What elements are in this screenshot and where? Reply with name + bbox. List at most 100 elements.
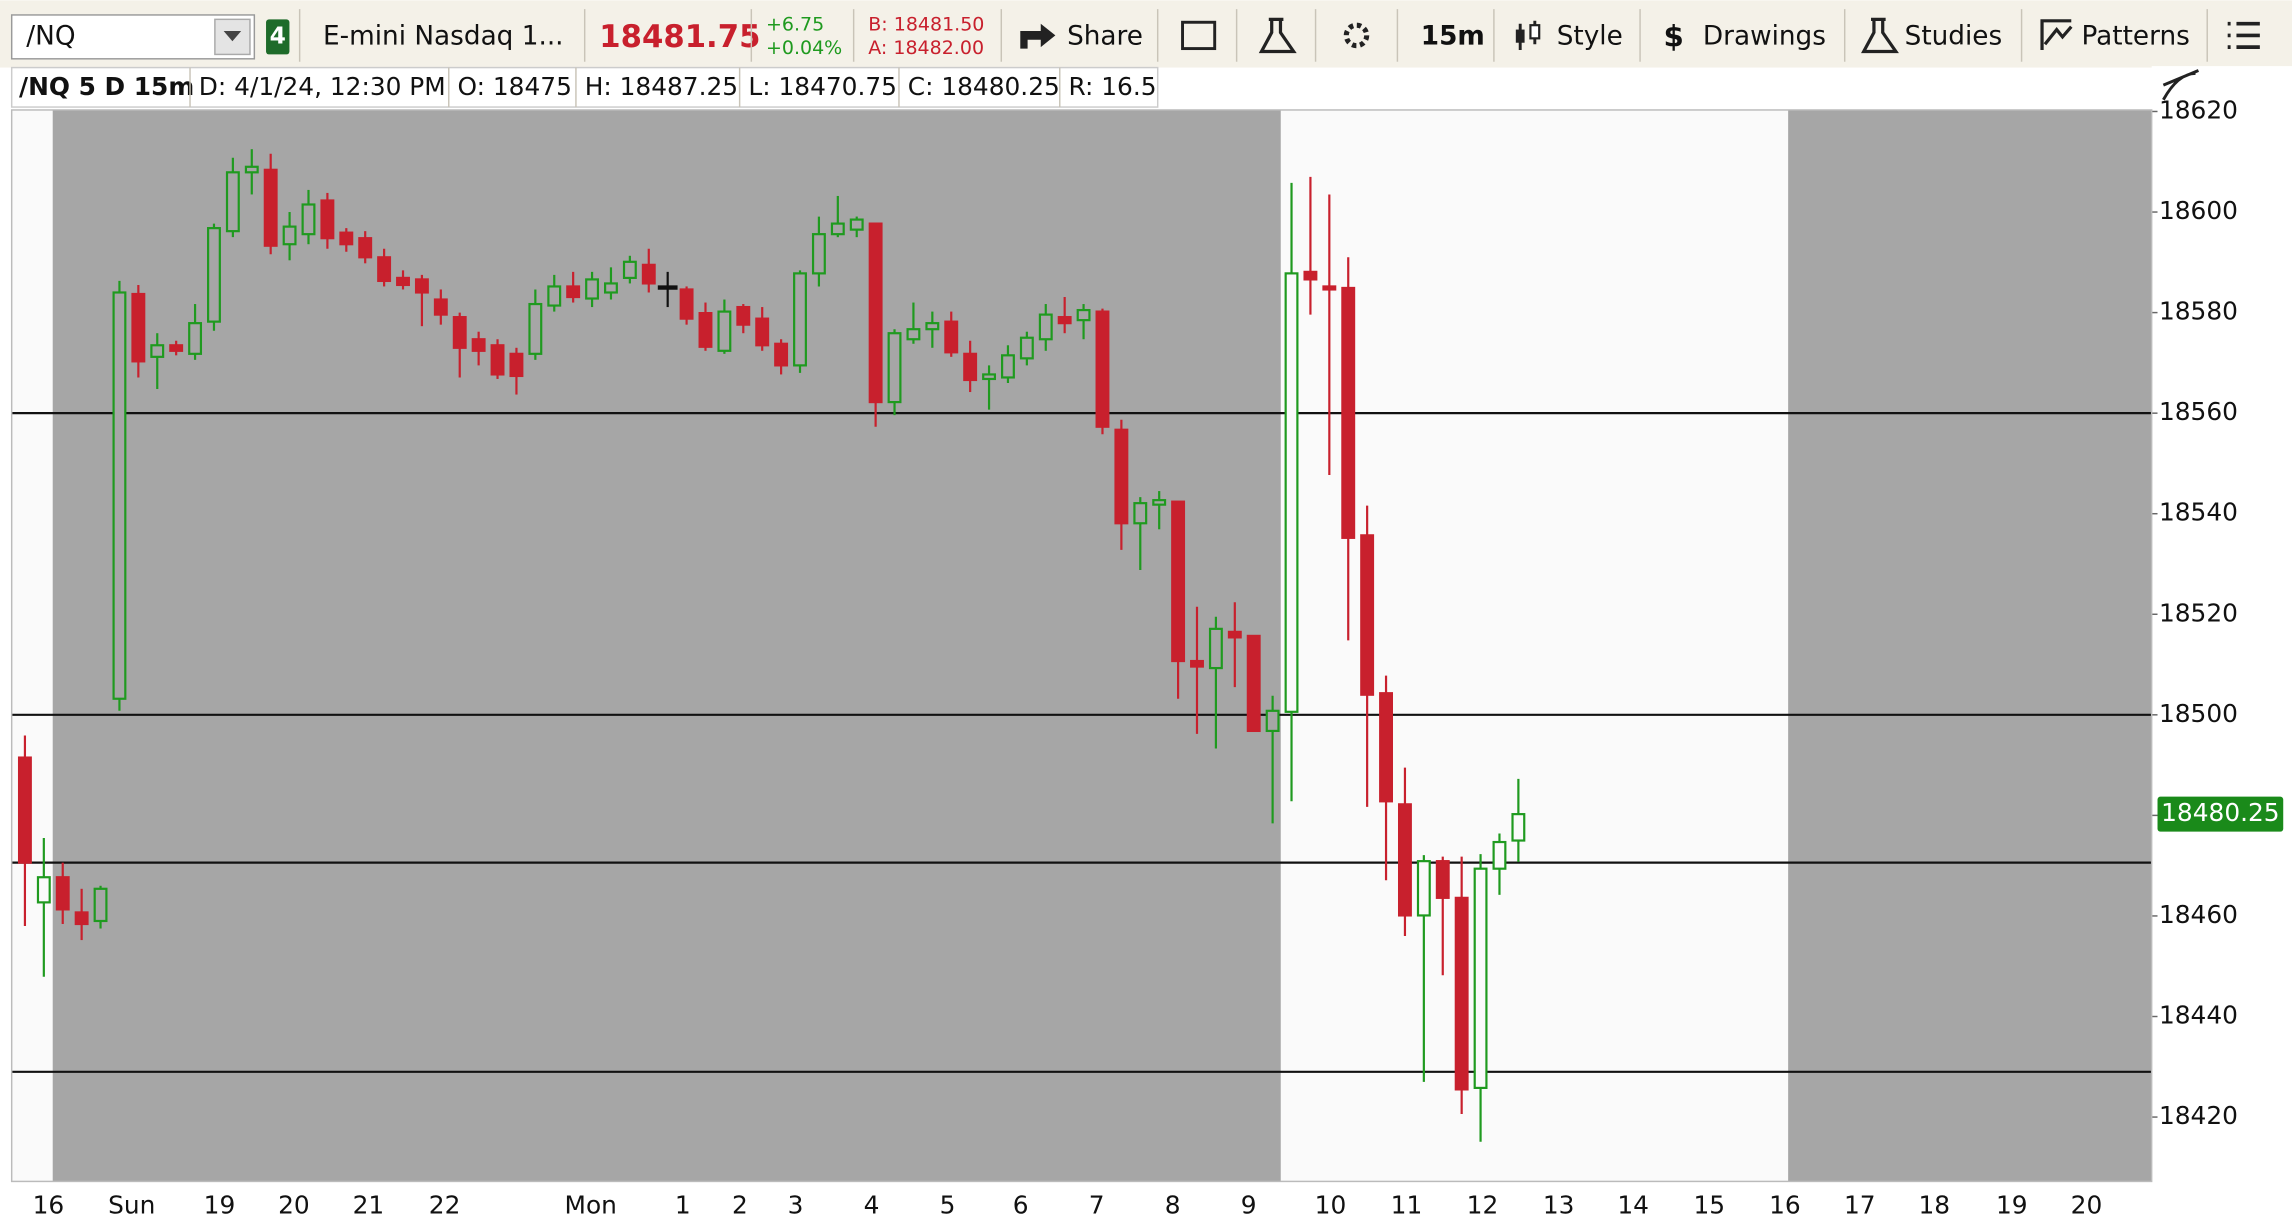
candle-body xyxy=(169,344,184,352)
candle-body xyxy=(774,342,789,367)
style-button[interactable]: Style xyxy=(1557,21,1623,51)
news-icon[interactable] xyxy=(1181,20,1217,51)
candle-body xyxy=(604,282,618,294)
candle-body xyxy=(1511,813,1526,842)
candle-body xyxy=(17,756,32,864)
timeframe-button[interactable]: 15m xyxy=(1421,21,1485,51)
candle-body xyxy=(1379,692,1394,803)
symbol-input[interactable] xyxy=(10,14,256,60)
candle-body xyxy=(657,285,678,290)
candle-body xyxy=(925,322,940,331)
candle-body xyxy=(1341,286,1356,539)
y-tick-label: 18500 xyxy=(2159,699,2238,728)
x-tick-label: 19 xyxy=(1996,1190,2028,1219)
toolbar: /NQ 4 E-mini Nasdaq 1... 18481.75 +6.75 … xyxy=(0,0,2292,68)
x-tick-label: 16 xyxy=(1769,1190,1801,1219)
settings-icon[interactable] xyxy=(1343,22,1370,49)
candle-body xyxy=(755,317,770,347)
candle-body xyxy=(698,312,713,348)
x-tick-label: 5 xyxy=(940,1190,956,1219)
candle-body xyxy=(641,263,656,285)
candle-body xyxy=(320,199,335,240)
share-icon xyxy=(1020,23,1056,49)
y-tick-label: 18620 xyxy=(2159,95,2238,124)
ask: A: 18482.00 xyxy=(868,37,984,59)
share-button[interactable]: Share xyxy=(1020,21,1143,51)
candle-body xyxy=(528,302,543,355)
x-tick-label: 8 xyxy=(1165,1190,1181,1219)
plot-border xyxy=(10,109,2153,1183)
x-tick-label: 19 xyxy=(204,1190,236,1219)
x-tick-label: 18 xyxy=(1918,1190,1950,1219)
share-label[interactable]: Share xyxy=(1067,21,1143,51)
candle-body xyxy=(282,225,297,246)
menu-icon[interactable] xyxy=(2227,21,2260,49)
drawings-button[interactable]: Drawings xyxy=(1703,21,1826,51)
candle-body xyxy=(358,237,373,259)
studies-icon xyxy=(1861,17,1899,54)
symbol-text[interactable]: /NQ xyxy=(26,21,75,51)
candle-body xyxy=(1208,627,1223,670)
studies-button[interactable]: Studies xyxy=(1905,21,2003,51)
x-tick-label: 20 xyxy=(2071,1190,2103,1219)
x-tick-label: 12 xyxy=(1467,1190,1499,1219)
candle-body xyxy=(1019,336,1034,360)
net-change: +6.75 xyxy=(766,14,824,36)
patterns-button[interactable]: Patterns xyxy=(2082,21,2190,51)
patterns-icon xyxy=(2040,19,2073,51)
candle-body xyxy=(150,344,165,358)
info-high: H: 18487.25 xyxy=(585,72,738,101)
candle-body xyxy=(1322,285,1337,291)
x-tick-label: 21 xyxy=(353,1190,385,1219)
x-tick-label: Sun xyxy=(108,1190,155,1219)
candle-body xyxy=(225,171,240,233)
x-tick-label: 11 xyxy=(1391,1190,1423,1219)
axis-scale-icon xyxy=(2162,69,2200,101)
candle-body xyxy=(1360,534,1375,696)
y-tick-label: 18560 xyxy=(2159,397,2238,426)
info-symbol: /NQ 5 D 15m xyxy=(19,72,194,101)
candle-body xyxy=(906,328,921,341)
candle-body xyxy=(1265,709,1280,733)
candle-body xyxy=(1038,313,1053,341)
x-tick-label: 2 xyxy=(732,1190,748,1219)
y-tick-label: 18420 xyxy=(2159,1101,2238,1130)
candle-body xyxy=(263,168,278,247)
candle-body xyxy=(963,352,978,382)
candle-body xyxy=(736,305,751,326)
session-shade xyxy=(52,109,1281,1182)
link-badge[interactable] xyxy=(266,19,290,55)
candle-body xyxy=(944,320,959,354)
toolbar-background xyxy=(0,0,2292,68)
candle-body xyxy=(1095,310,1110,428)
x-tick-label: 15 xyxy=(1694,1190,1726,1219)
candle-body xyxy=(1284,272,1299,713)
x-tick-label: 17 xyxy=(1844,1190,1876,1219)
price-chart: 1842018440184601848018500185201854018560… xyxy=(10,66,2292,1226)
candle-body xyxy=(547,285,562,307)
candle-body xyxy=(1473,867,1488,1089)
candle-body xyxy=(1303,270,1318,281)
candle-body xyxy=(1246,634,1261,733)
info-bar-background xyxy=(10,66,1159,108)
candle-body xyxy=(1435,860,1450,899)
candle-body xyxy=(1057,316,1072,325)
candle-body xyxy=(1190,659,1204,668)
info-low: L: 18470.75 xyxy=(748,72,897,101)
y-axis-panel xyxy=(2151,66,2292,1226)
net-change-pct: +0.04% xyxy=(766,37,842,59)
description: E-mini Nasdaq 1... xyxy=(323,21,564,51)
candle-body xyxy=(301,203,316,236)
bid: B: 18481.50 xyxy=(868,14,984,36)
x-tick-label: 14 xyxy=(1617,1190,1649,1219)
x-tick-label: 9 xyxy=(1241,1190,1257,1219)
flask-icon[interactable] xyxy=(1258,17,1297,54)
y-tick-label: 18600 xyxy=(2159,196,2238,225)
candle-body xyxy=(793,272,807,367)
candle-body xyxy=(679,288,694,320)
x-tick-label: Mon xyxy=(565,1190,617,1219)
candle-body xyxy=(982,373,997,381)
info-range: R: 16.5 xyxy=(1069,72,1157,101)
candle-body xyxy=(1454,896,1469,1091)
x-tick-label: 1 xyxy=(675,1190,691,1219)
